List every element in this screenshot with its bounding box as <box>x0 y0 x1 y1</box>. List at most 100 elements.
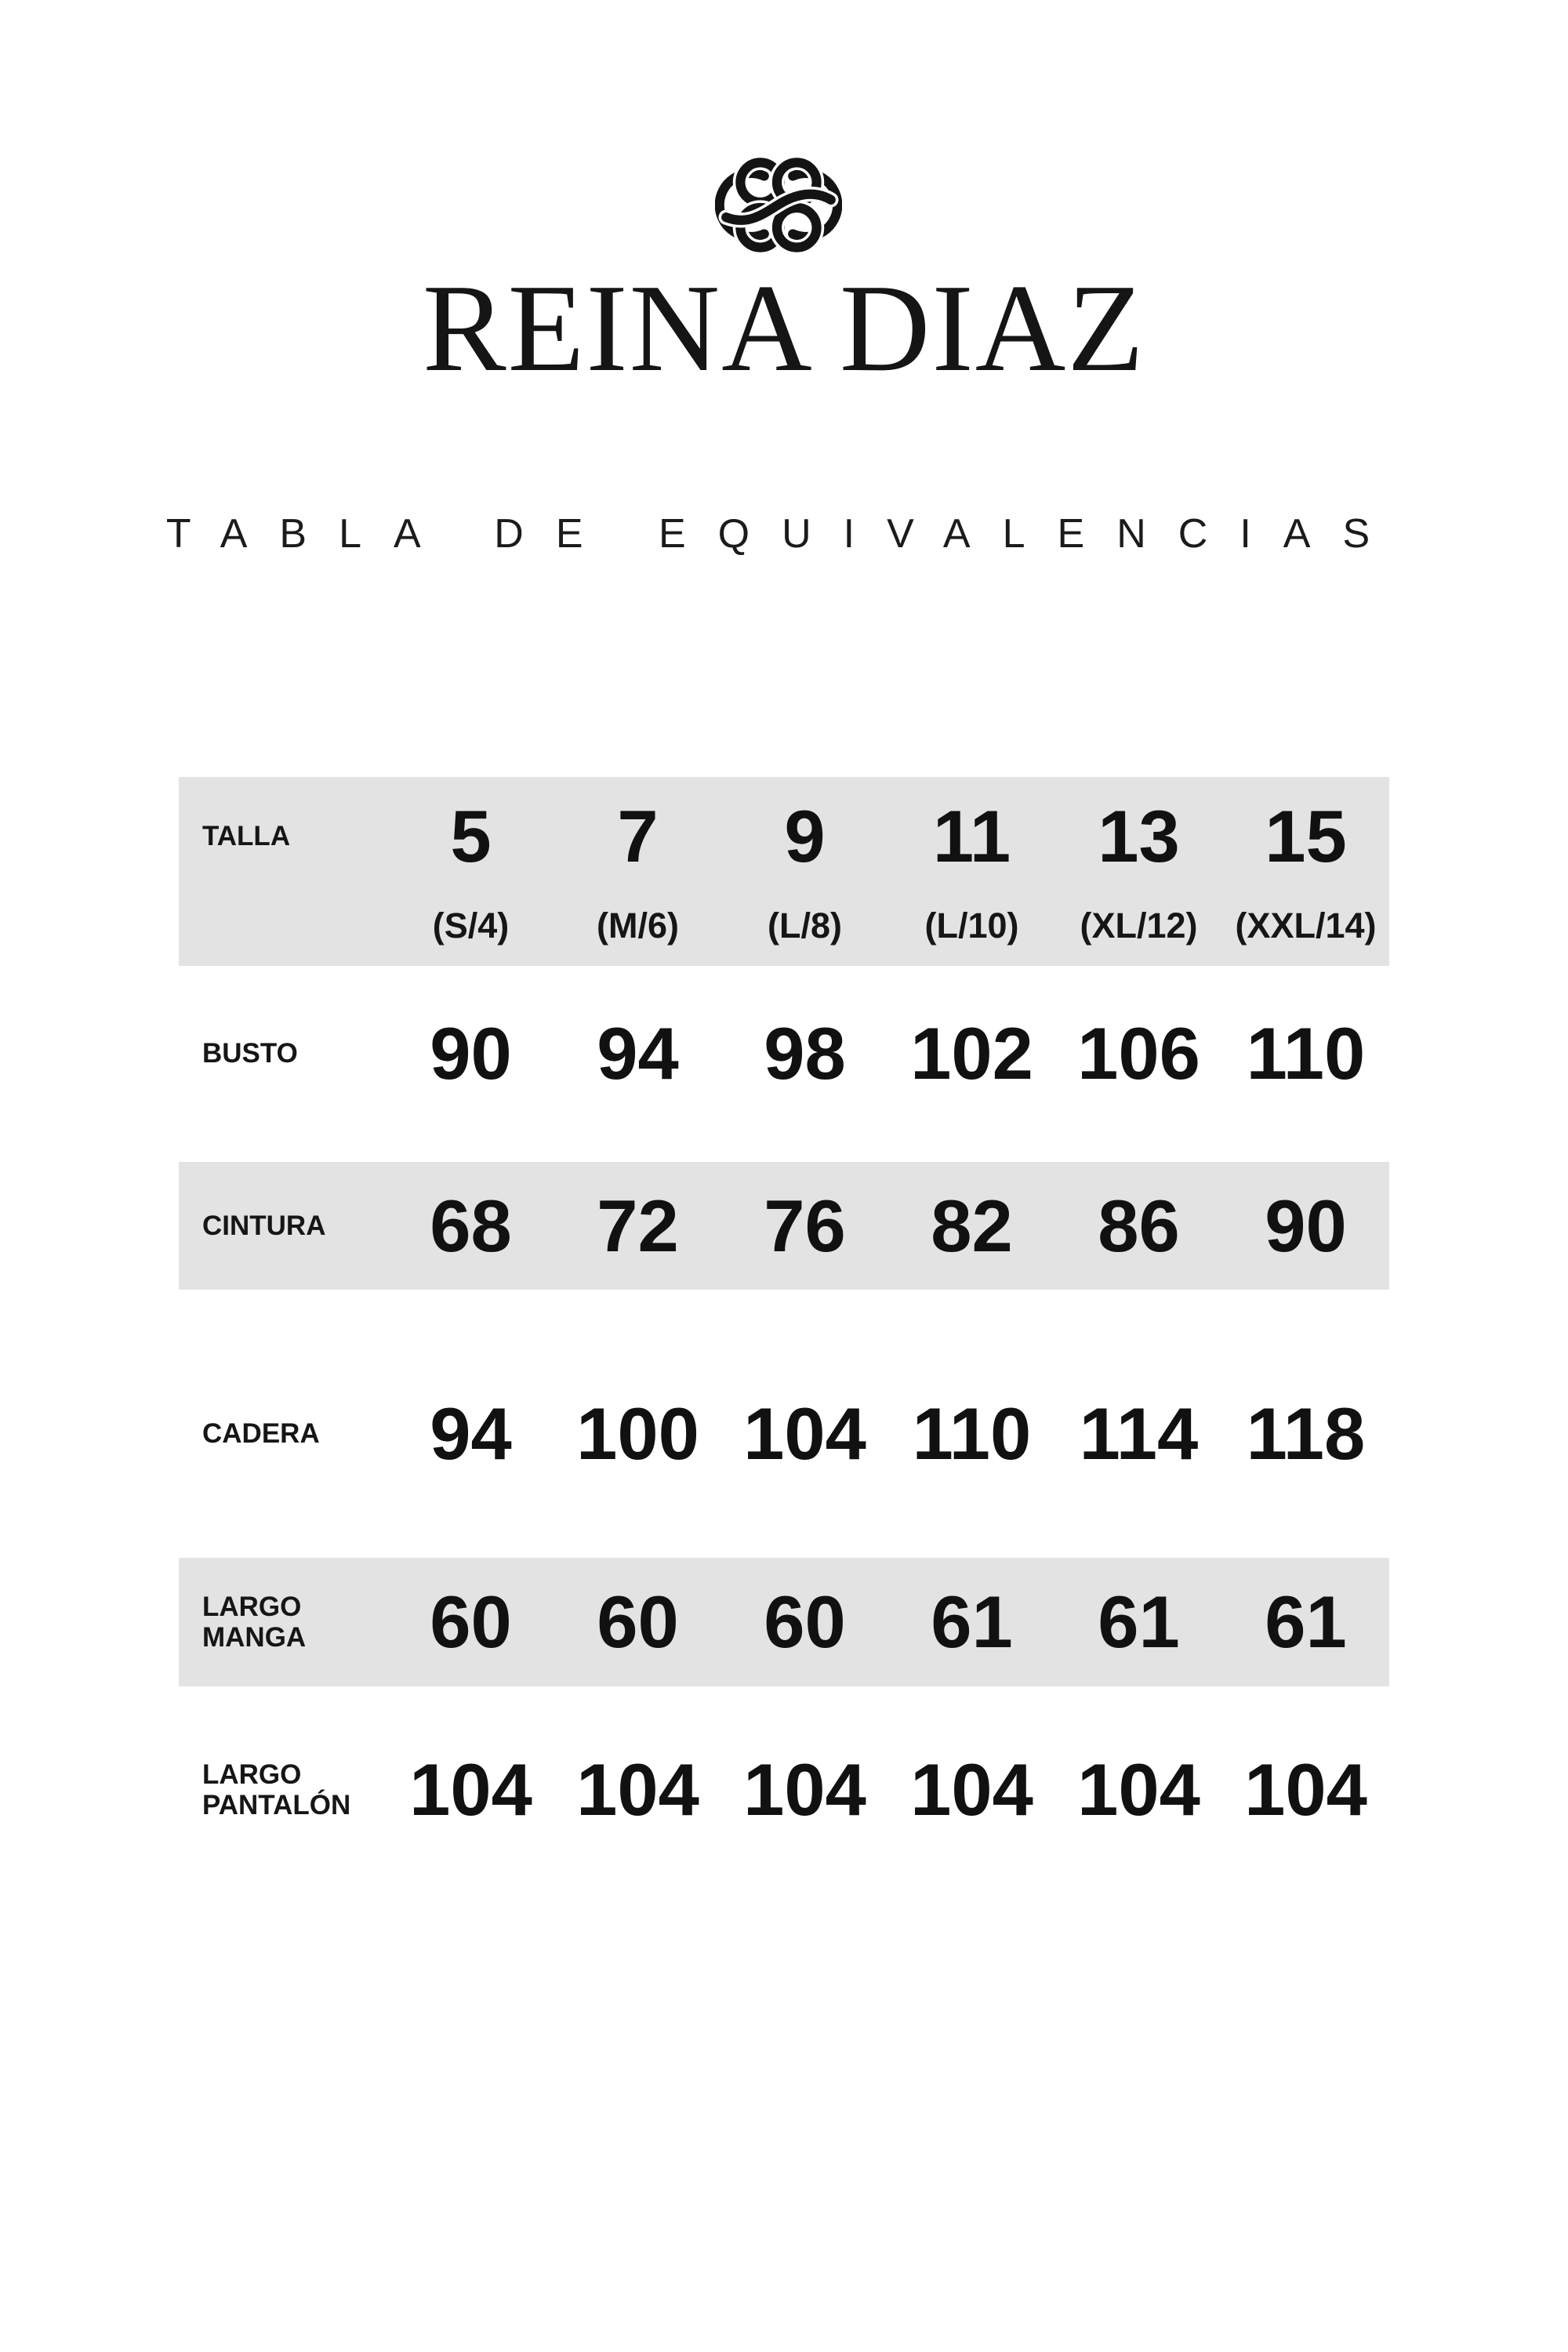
value-cell: 106 <box>1055 1011 1222 1096</box>
row-label-cadera: CADERA <box>202 1418 320 1450</box>
measure-value: 68 <box>430 1184 512 1267</box>
size-value: 13 <box>1098 795 1180 877</box>
row-label-busto: BUSTO <box>202 1038 298 1069</box>
measure-value: 61 <box>1098 1581 1180 1663</box>
equivalence-cell: (L/10) <box>888 906 1055 946</box>
talla-equivalences-line: (S/4) (M/6) (L/8) (L/10) (XL/12) (XXL/14… <box>179 906 1389 946</box>
size-value: 15 <box>1265 795 1347 877</box>
value-cell: 110 <box>1222 1011 1389 1096</box>
value-cell: 86 <box>1055 1184 1222 1269</box>
brand-logo-knot-icon <box>715 154 842 256</box>
row-label-talla: TALLA <box>202 821 291 852</box>
measure-value: 90 <box>1265 1184 1347 1267</box>
size-value: 5 <box>450 795 492 877</box>
measure-value: 104 <box>1077 1748 1200 1831</box>
measure-value: 98 <box>764 1012 846 1094</box>
measure-value: 110 <box>1246 1012 1366 1094</box>
value-cell: 82 <box>888 1184 1055 1269</box>
size-cell: 9 <box>721 794 888 879</box>
measure-value: 90 <box>430 1012 512 1094</box>
table-row-cadera: CADERA 94 100 104 110 114 118 <box>179 1356 1389 1512</box>
measure-value: 118 <box>1246 1392 1366 1475</box>
value-cell: 100 <box>554 1392 721 1476</box>
value-cell: 94 <box>387 1392 554 1476</box>
measure-value: 76 <box>764 1184 846 1267</box>
measure-value: 104 <box>743 1392 866 1475</box>
row-label-cell: BUSTO <box>179 1038 387 1069</box>
value-cell: 114 <box>1055 1392 1222 1476</box>
measure-value: 106 <box>1077 1012 1200 1094</box>
size-cell: 13 <box>1055 794 1222 879</box>
measure-value: 86 <box>1098 1184 1180 1267</box>
value-cell: 104 <box>721 1392 888 1476</box>
measure-value: 60 <box>430 1581 512 1663</box>
size-equivalence: (S/4) <box>432 906 510 946</box>
size-cell: 15 <box>1222 794 1389 879</box>
row-label-largo-manga: LARGO MANGA <box>202 1591 307 1653</box>
row-label-cell: TALLA <box>179 821 387 851</box>
size-equivalence: (L/8) <box>768 906 842 946</box>
value-cell: 61 <box>888 1580 1055 1664</box>
size-cell: 5 <box>387 794 554 879</box>
size-value: 7 <box>617 795 659 877</box>
page-title: TABLA DE EQUIVALENCIAS <box>165 511 1403 557</box>
value-cell: 61 <box>1055 1580 1222 1664</box>
value-cell: 104 <box>1055 1748 1222 1832</box>
brand-name: REINA DIAZ <box>422 258 1146 397</box>
row-label-cell: LARGO PANTALÓN <box>179 1759 387 1820</box>
table-row-largo-manga: LARGO MANGA 60 60 60 61 61 61 <box>179 1558 1389 1686</box>
measure-value: 60 <box>597 1581 679 1663</box>
table-row-talla: TALLA 5 7 9 11 13 15 (S/4) (M/6) (L/8) (… <box>179 777 1389 966</box>
measure-value: 104 <box>409 1748 532 1831</box>
equivalence-cell: (XXL/14) <box>1222 906 1389 946</box>
value-cell: 61 <box>1222 1580 1389 1664</box>
value-cell: 104 <box>387 1748 554 1832</box>
size-value: 11 <box>932 795 1011 877</box>
size-cell: 11 <box>888 794 1055 879</box>
measure-value: 60 <box>764 1581 846 1663</box>
measure-value: 72 <box>597 1184 679 1267</box>
measure-value: 104 <box>576 1748 699 1831</box>
equivalence-cell: (S/4) <box>387 906 554 946</box>
measure-value: 82 <box>931 1184 1013 1267</box>
equivalence-cell: (XL/12) <box>1055 906 1222 946</box>
measure-value: 61 <box>1265 1581 1347 1663</box>
row-label-largo-pantalon: LARGO PANTALÓN <box>202 1759 351 1820</box>
row-label-cell: CINTURA <box>179 1210 387 1241</box>
measure-value: 61 <box>931 1581 1013 1663</box>
row-label-cell: LARGO MANGA <box>179 1592 387 1653</box>
measure-value: 94 <box>597 1012 679 1094</box>
measure-value: 102 <box>910 1012 1033 1094</box>
table-row-busto: BUSTO 90 94 98 102 106 110 <box>179 975 1389 1132</box>
size-value: 9 <box>784 795 826 877</box>
value-cell: 104 <box>888 1748 1055 1832</box>
measure-value: 94 <box>430 1392 512 1475</box>
value-cell: 68 <box>387 1184 554 1269</box>
value-cell: 104 <box>721 1748 888 1832</box>
value-cell: 90 <box>1222 1184 1389 1269</box>
row-label-cell: CADERA <box>179 1418 387 1449</box>
value-cell: 90 <box>387 1011 554 1096</box>
value-cell: 60 <box>721 1580 888 1664</box>
size-equivalence: (L/10) <box>924 906 1019 946</box>
value-cell: 102 <box>888 1011 1055 1096</box>
table-row-cintura: CINTURA 68 72 76 82 86 90 <box>179 1162 1389 1290</box>
value-cell: 60 <box>387 1580 554 1664</box>
table-row-largo-pantalon: LARGO PANTALÓN 104 104 104 104 104 104 <box>179 1711 1389 1868</box>
value-cell: 76 <box>721 1184 888 1269</box>
row-label-cintura: CINTURA <box>202 1210 326 1241</box>
value-cell: 104 <box>1222 1748 1389 1832</box>
size-equivalence: (XL/12) <box>1080 906 1198 946</box>
measure-value: 104 <box>1244 1748 1367 1831</box>
measure-value: 110 <box>912 1392 1032 1475</box>
measure-value: 100 <box>576 1392 699 1475</box>
value-cell: 94 <box>554 1011 721 1096</box>
equivalence-cell: (M/6) <box>554 906 721 946</box>
value-cell: 98 <box>721 1011 888 1096</box>
value-cell: 60 <box>554 1580 721 1664</box>
size-cell: 7 <box>554 794 721 879</box>
talla-sizes-line: TALLA 5 7 9 11 13 15 <box>179 795 1389 877</box>
measure-value: 104 <box>743 1748 866 1831</box>
value-cell: 110 <box>888 1392 1055 1476</box>
